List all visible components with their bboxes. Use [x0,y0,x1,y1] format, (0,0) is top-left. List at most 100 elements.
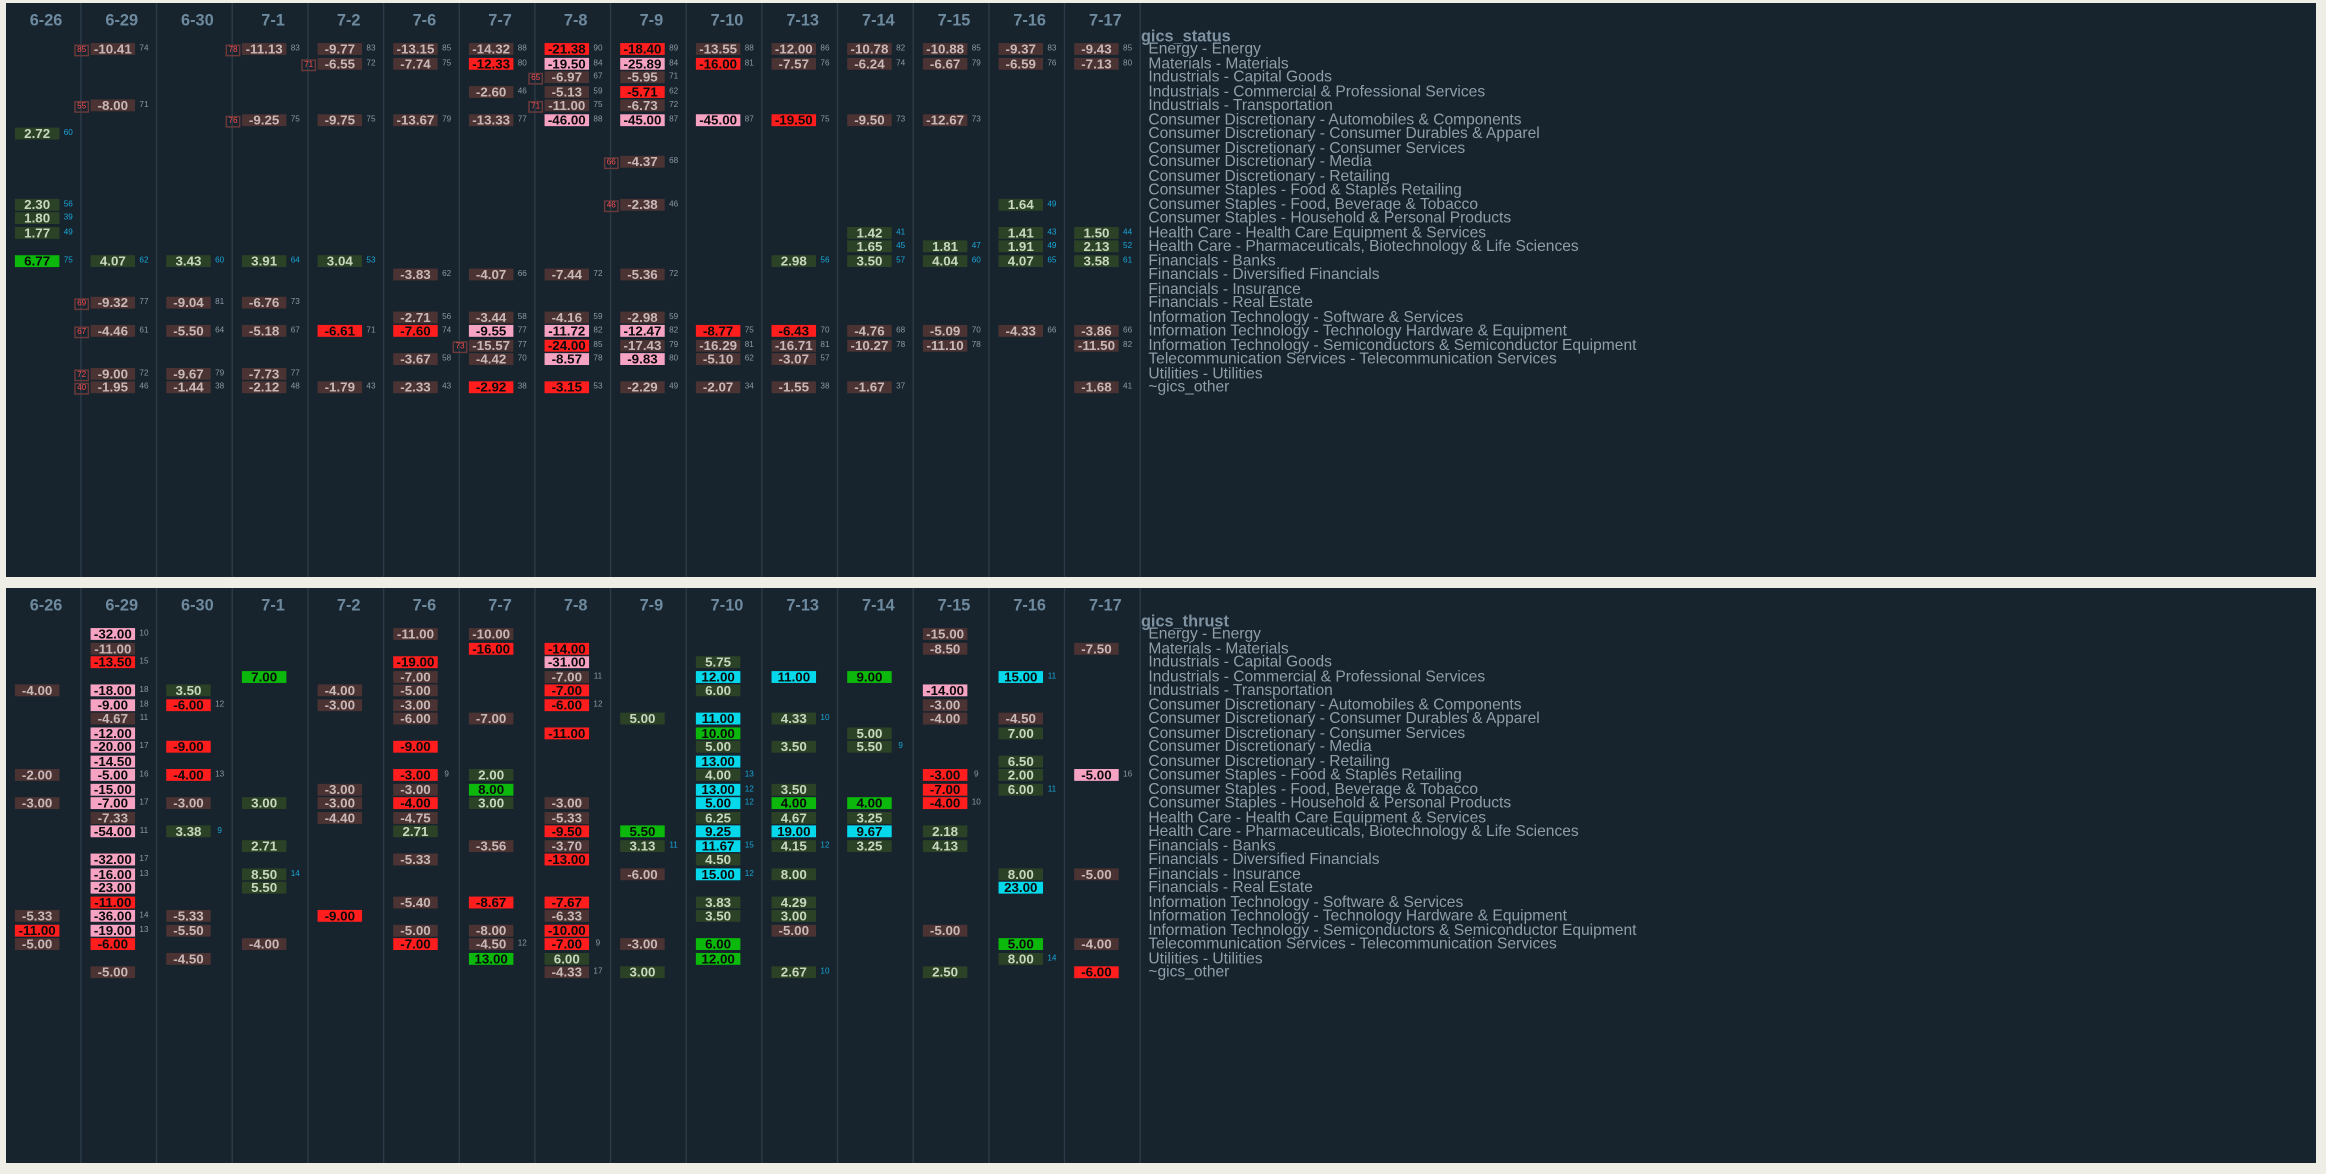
heat-cell[interactable]: 8.00 [998,867,1044,880]
heat-cell[interactable]: 11.00 [695,712,741,725]
heat-cell[interactable]: -9.00 [166,740,211,753]
heat-cell[interactable]: -16.00 [90,867,136,880]
heat-cell[interactable]: -25.89 [620,56,665,70]
heat-cell[interactable]: -4.00 [1074,937,1119,951]
heat-cell[interactable]: -3.00 [14,796,60,810]
row-label[interactable]: Consumer Discretionary - Consumer Servic… [1148,138,1466,157]
heat-cell[interactable]: -36.00 [90,909,136,923]
heat-cell[interactable]: -6.67 [922,56,968,70]
heat-cell[interactable]: -16.00 [468,641,514,655]
heat-cell[interactable]: 3.58 [1074,254,1119,267]
heat-cell[interactable]: -2.60 [468,85,514,98]
heat-cell[interactable]: -11.50 [1074,338,1119,352]
heat-cell[interactable]: -31.00 [544,656,590,669]
heat-cell[interactable]: -19.50 [544,56,590,70]
row-label[interactable]: Consumer Staples - Food, Beverage & Toba… [1148,780,1479,798]
heat-cell[interactable]: -32.00 [90,627,136,641]
heat-cell[interactable]: -16.29 [695,338,741,352]
heat-cell[interactable]: -2.71 [393,310,438,323]
heat-cell[interactable]: -9.32 [90,296,136,309]
heat-cell[interactable]: -4.33 [544,966,590,979]
heat-cell[interactable]: 3.83 [695,895,741,908]
row-label[interactable]: Financials - Real Estate [1148,293,1313,312]
heat-cell[interactable]: -6.76 [241,296,287,309]
heat-cell[interactable]: -5.00 [1074,867,1119,880]
row-label[interactable]: Consumer Discretionary - Media [1148,737,1372,756]
heat-cell[interactable]: -1.95 [90,381,136,394]
heat-cell[interactable]: 3.00 [468,796,514,810]
heat-cell[interactable]: -9.00 [317,909,363,923]
date-header-7-14[interactable]: 7-14 [862,11,895,30]
heat-cell[interactable]: -7.57 [771,56,817,70]
heat-cell[interactable]: -7.73 [241,366,287,380]
heat-cell[interactable]: 19.00 [771,825,817,838]
heat-cell[interactable]: 8.00 [771,867,817,880]
row-label[interactable]: Consumer Discretionary - Automobiles & C… [1148,695,1522,714]
heat-cell[interactable]: -4.50 [468,937,514,951]
heat-cell[interactable]: 2.18 [922,825,968,838]
heat-cell[interactable]: -14.00 [922,684,968,697]
row-label[interactable]: Materials - Materials [1148,639,1289,657]
heat-cell[interactable]: 11.67 [695,839,741,852]
date-header-7-8[interactable]: 7-8 [563,11,588,30]
heat-cell[interactable]: -7.60 [393,324,438,338]
heat-cell[interactable]: 6.00 [998,782,1044,796]
row-label[interactable]: Financials - Diversified Financials [1148,850,1380,869]
heat-cell[interactable]: 23.00 [998,881,1044,894]
row-label[interactable]: Consumer Discretionary - Retailing [1148,166,1390,185]
heat-cell[interactable]: -9.77 [317,42,363,56]
heat-cell[interactable]: -5.18 [241,324,287,338]
date-header-7-9[interactable]: 7-9 [639,11,664,30]
heat-cell[interactable]: 3.50 [847,254,892,267]
date-header-7-15[interactable]: 7-15 [937,11,971,30]
heat-cell[interactable]: 8.00 [998,951,1044,965]
heat-cell[interactable]: -9.37 [998,42,1044,56]
heat-cell[interactable]: -18.40 [620,42,665,56]
date-header-7-16[interactable]: 7-16 [1013,596,1047,615]
heat-cell[interactable]: 2.00 [468,768,514,782]
heat-cell[interactable]: -19.50 [771,113,817,126]
heat-cell[interactable]: -4.00 [393,796,438,810]
heat-cell[interactable]: -8.00 [468,923,514,937]
heat-cell[interactable]: 1.50 [1074,226,1119,239]
heat-cell[interactable]: -5.00 [922,923,968,937]
heat-cell[interactable]: 12.00 [695,951,741,965]
heat-cell[interactable]: 13.00 [695,782,741,796]
heat-cell[interactable]: -11.00 [90,641,136,655]
row-label[interactable]: Industrials - Commercial & Professional … [1148,667,1486,686]
heat-cell[interactable]: -4.00 [317,684,363,697]
row-label[interactable]: Industrials - Capital Goods [1148,68,1332,87]
heat-cell[interactable]: -5.33 [14,909,60,923]
row-label[interactable]: Energy - Energy [1148,40,1261,58]
heat-cell[interactable]: 3.25 [847,839,892,852]
heat-cell[interactable]: 2.71 [393,825,438,838]
heat-cell[interactable]: -7.33 [90,811,136,824]
row-label[interactable]: Consumer Discretionary - Consumer Durabl… [1148,124,1540,143]
heat-cell[interactable]: -5.00 [1074,768,1119,782]
heat-cell[interactable]: 5.00 [847,726,892,739]
heat-cell[interactable]: -1.44 [166,381,211,394]
row-label[interactable]: Consumer Discretionary - Retailing [1148,751,1390,770]
heat-cell[interactable]: 1.65 [847,240,892,253]
heat-cell[interactable]: 2.50 [922,966,968,979]
heat-cell[interactable]: 7.00 [998,726,1044,739]
heat-cell[interactable]: 5.00 [998,937,1044,951]
heat-cell[interactable]: -4.40 [317,811,363,824]
heat-cell[interactable]: -3.00 [166,796,211,810]
heat-cell[interactable]: -3.00 [317,698,363,711]
row-label[interactable]: Information Technology - Semiconductors … [1148,921,1637,939]
heat-cell[interactable]: -4.16 [544,310,590,323]
heat-cell[interactable]: -8.57 [544,352,590,366]
heat-cell[interactable]: -3.00 [922,698,968,711]
date-header-6-29[interactable]: 6-29 [105,596,139,615]
heat-cell[interactable]: 5.50 [241,881,287,894]
heat-cell[interactable]: -3.00 [317,796,363,810]
heat-cell[interactable]: -9.25 [241,113,287,126]
row-label[interactable]: Financials - Insurance [1148,279,1301,298]
heat-cell[interactable]: 2.00 [998,768,1044,782]
heat-cell[interactable]: -6.00 [393,712,438,725]
heat-cell[interactable]: 3.50 [771,740,817,753]
heat-cell[interactable]: -18.00 [90,684,136,697]
heat-cell[interactable]: -11.00 [14,923,60,937]
heat-cell[interactable]: -11.00 [90,895,136,908]
